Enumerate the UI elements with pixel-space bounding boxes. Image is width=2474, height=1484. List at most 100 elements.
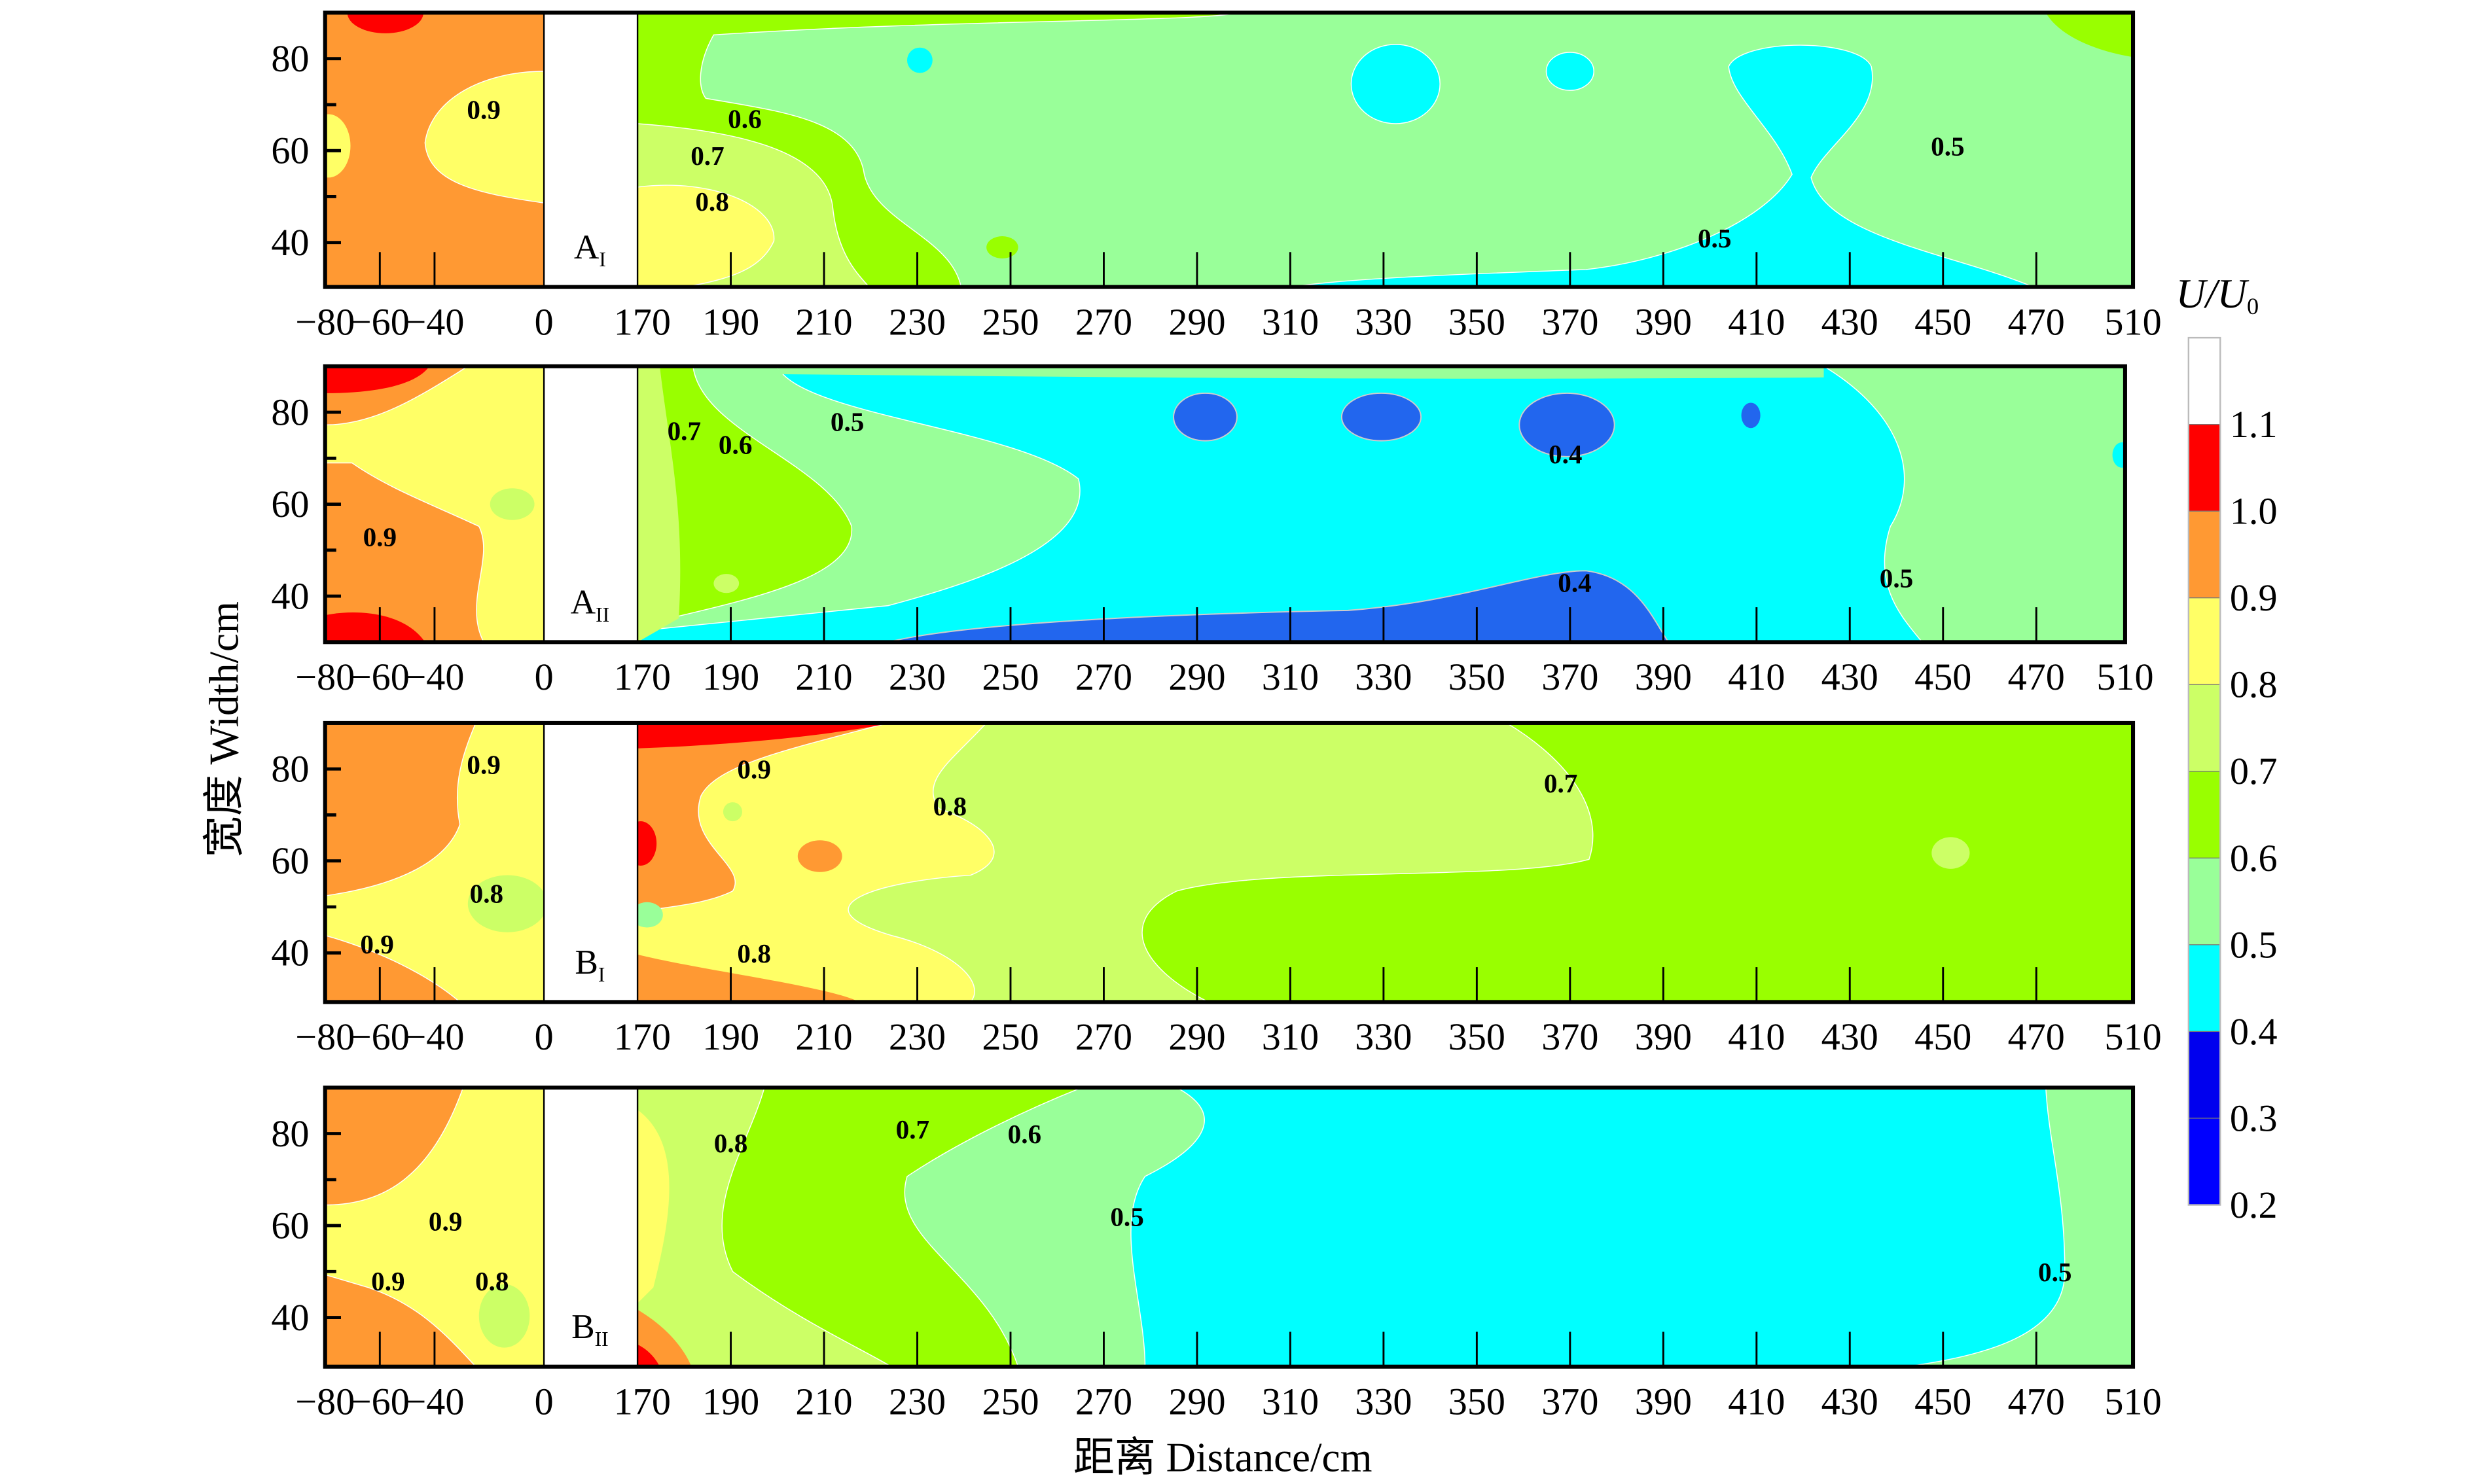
x-tick-label: 510: [2104, 1380, 2161, 1422]
contour-label: 0.6: [728, 104, 761, 134]
colorbar-level-label: 1.1: [2230, 403, 2278, 446]
x-tick-label: −60: [350, 656, 410, 698]
x-tick-label: 410: [1728, 656, 1785, 698]
x-tick-label: 210: [795, 656, 852, 698]
x-tick-label: 450: [1914, 1380, 1971, 1422]
x-tick-label: 290: [1168, 1380, 1225, 1422]
y-tick-label: 40: [271, 221, 309, 264]
x-tick-label: 230: [889, 656, 946, 698]
contour-label: 0.5: [2038, 1257, 2071, 1287]
x-tick-label: −60: [350, 1016, 410, 1058]
x-tick-label: 430: [1821, 1380, 1878, 1422]
x-tick-label: 310: [1262, 1016, 1319, 1058]
x-tick-label: 350: [1448, 656, 1505, 698]
y-tick-label: 80: [271, 391, 309, 433]
colorbar-band: [2188, 1118, 2221, 1206]
x-tick-label: 270: [1075, 1380, 1132, 1422]
contour-label: 0.9: [737, 754, 770, 785]
panel-b2-downstream-field: [637, 1087, 2134, 1367]
x-tick-label: 390: [1635, 656, 1692, 698]
colorbar-level-label: 0.3: [2230, 1097, 2278, 1139]
colorbar-band: [2188, 857, 2221, 945]
contour-label: 0.9: [360, 929, 393, 959]
y-tick-label: 80: [271, 748, 309, 790]
colorbar-level-label: 0.4: [2230, 1010, 2278, 1053]
x-tick-label: −40: [404, 1380, 464, 1422]
x-tick-label: 350: [1448, 300, 1505, 343]
x-tick-label: 390: [1635, 1380, 1692, 1422]
panel-a2-upstream-field: [325, 366, 545, 643]
y-tick-label: 40: [271, 932, 309, 974]
colorbar-level-label: 0.2: [2230, 1184, 2278, 1226]
x-tick-label: 430: [1821, 1016, 1878, 1058]
x-tick-label: −40: [404, 656, 464, 698]
x-tick-label: 330: [1355, 1016, 1412, 1058]
x-tick-label: 510: [2096, 656, 2153, 698]
colorbar-level-label: 0.6: [2230, 837, 2278, 879]
x-tick-label: 430: [1821, 300, 1878, 343]
x-tick-label: 470: [2008, 1016, 2065, 1058]
y-tick-label: 40: [271, 1296, 309, 1339]
x-tick-label: −80: [295, 300, 355, 343]
x-tick-label: 370: [1541, 300, 1598, 343]
panel-a1-upstream-field: [325, 12, 545, 287]
contour-label: 0.7: [690, 141, 724, 171]
contour-label: 0.5: [1931, 132, 1964, 162]
x-tick-label: 190: [702, 1380, 759, 1422]
bridge-pier-block: [543, 722, 639, 1003]
contour-label: 0.8: [695, 186, 728, 217]
x-tick-label: 190: [702, 1016, 759, 1058]
contour-label: 0.4: [1549, 439, 1582, 469]
x-tick-label: 470: [2008, 300, 2065, 343]
x-tick-label: 370: [1541, 1016, 1598, 1058]
x-tick-label: 170: [614, 1380, 671, 1422]
panel-a2-downstream-field: [637, 366, 2125, 643]
contour-label: 0.7: [1544, 768, 1577, 798]
colorbar-band: [2188, 684, 2221, 772]
contour-label: 0.8: [470, 878, 503, 908]
x-tick-label: −40: [404, 1016, 464, 1058]
x-tick-label: 190: [702, 656, 759, 698]
y-tick-label: 60: [271, 839, 309, 882]
colorbar-band: [2188, 1031, 2221, 1119]
colorbar: U/U0 1.1 1.0 0.9 0.8 0.7 0.6 0.5 0.4 0.3 0.2: [2176, 271, 2277, 1226]
x-tick-label: 410: [1728, 1016, 1785, 1058]
x-tick-label: 230: [889, 300, 946, 343]
contour-label: 0.9: [371, 1266, 404, 1296]
x-tick-label: 210: [795, 1380, 852, 1422]
section-label: AII: [571, 583, 609, 626]
y-tick-label: 80: [271, 37, 309, 80]
panel-a1: [325, 12, 2134, 287]
bridge-pier-block: [543, 1087, 639, 1368]
x-tick-label: 350: [1448, 1016, 1505, 1058]
x-tick-label: 210: [795, 300, 852, 343]
colorbar-band: [2188, 337, 2221, 425]
x-tick-label: 170: [614, 656, 671, 698]
contour-label: 0.7: [668, 416, 701, 446]
x-tick-label: 390: [1635, 1016, 1692, 1058]
y-tick-label: 60: [271, 1204, 309, 1246]
contour-label: 0.9: [429, 1207, 462, 1237]
x-axis-label: 距离 Distance/cm: [1073, 1435, 1372, 1481]
contour-labels-layer: 0.9 0.60.70.80.50.50.90.7 0.60.50.40.4 0.50…: [360, 94, 2071, 1296]
panel-b1-upstream-field: [325, 722, 545, 1002]
x-tick-label: 410: [1728, 1380, 1785, 1422]
x-tick-label: 230: [889, 1016, 946, 1058]
contour-label: 0.8: [933, 791, 967, 821]
x-tick-label: 290: [1168, 300, 1225, 343]
y-tick-label: 40: [271, 574, 309, 617]
x-tick-label: −40: [404, 300, 464, 343]
contour-label: 0.8: [714, 1128, 747, 1158]
x-tick-label: 450: [1914, 656, 1971, 698]
x-tick-label: 0: [535, 1380, 554, 1422]
y-tick-label: 80: [271, 1112, 309, 1155]
contour-label: 0.8: [737, 938, 770, 968]
x-tick-label: 270: [1075, 300, 1132, 343]
x-tick-label: 470: [2008, 656, 2065, 698]
x-tick-label: −80: [295, 656, 355, 698]
x-tick-label: −60: [350, 300, 410, 343]
colorbar-level-label: 0.9: [2230, 576, 2278, 619]
contour-label: 0.5: [1698, 223, 1731, 253]
x-tick-label: 0: [535, 1016, 554, 1058]
x-tick-label: 330: [1355, 300, 1412, 343]
